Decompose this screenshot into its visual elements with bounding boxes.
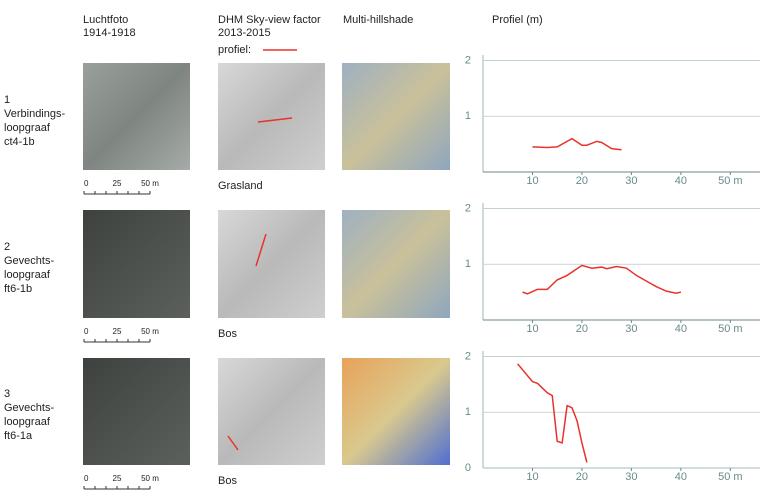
sky-view-image [218, 358, 325, 465]
row-label: loopgraaf [4, 122, 51, 134]
row-label: Gevechts- [4, 255, 54, 267]
row-label: 1 [4, 94, 10, 106]
x-tick-label: 10 [526, 471, 538, 483]
y-tick-label: 0 [465, 462, 471, 474]
aerial-photo [83, 210, 190, 318]
scale-label: 50 m [141, 327, 159, 336]
sky-view-image [218, 63, 325, 170]
scale-label: 50 m [141, 179, 159, 188]
x-tick-label: 20 [576, 175, 588, 187]
y-tick-label: 2 [465, 54, 471, 66]
row-label: 3 [4, 388, 10, 400]
x-tick-label: 50 m [718, 175, 742, 187]
column-header: 1914-1918 [83, 27, 136, 39]
row-label: loopgraaf [4, 416, 51, 428]
images [83, 49, 450, 465]
x-tick-label: 30 [625, 323, 637, 335]
scale-label: 0 [84, 179, 89, 188]
profile-line [532, 137, 622, 151]
scale-label: 0 [84, 474, 89, 483]
x-tick-label: 30 [625, 471, 637, 483]
column-header: Profiel (m) [492, 14, 543, 26]
land-use: Bos [218, 475, 237, 487]
x-tick-label: 40 [675, 323, 687, 335]
profile-line [227, 435, 239, 451]
profile-line [517, 363, 588, 463]
row-label: loopgraaf [4, 269, 51, 281]
profile-line [522, 264, 682, 295]
land-use: Bos [218, 328, 237, 340]
row-label: ft6-1a [4, 430, 33, 442]
y-tick-label: 1 [465, 110, 471, 122]
column-header: DHM Sky-view factor [218, 14, 321, 26]
hillshade-image [342, 63, 450, 170]
scale-label: 50 m [141, 474, 159, 483]
x-tick-label: 50 m [718, 471, 742, 483]
row-label: Gevechts- [4, 402, 54, 414]
aerial-photo [83, 358, 190, 465]
x-tick-label: 50 m [718, 323, 742, 335]
row-label: Verbindings- [4, 108, 65, 120]
hillshade-image [342, 358, 450, 465]
aerial-photo [83, 63, 190, 170]
profile-line [257, 117, 293, 123]
x-tick-label: 20 [576, 471, 588, 483]
x-tick-label: 20 [576, 323, 588, 335]
x-tick-label: 10 [526, 175, 538, 187]
row-label: 2 [4, 241, 10, 253]
row-label: ft6-1b [4, 283, 32, 295]
column-header: Multi-hillshade [343, 14, 413, 26]
legend-label: profiel: [218, 44, 251, 56]
y-tick-label: 1 [465, 406, 471, 418]
scale-label: 25 [113, 179, 122, 188]
y-tick-label: 1 [465, 258, 471, 270]
column-header: 2013-2015 [218, 27, 271, 39]
x-tick-label: 40 [675, 175, 687, 187]
scale-label: 25 [113, 327, 122, 336]
x-tick-label: 40 [675, 471, 687, 483]
sky-view-image [218, 210, 325, 318]
land-use: Grasland [218, 180, 263, 192]
scale-label: 0 [84, 327, 89, 336]
profile-line [255, 233, 267, 267]
scale-label: 25 [113, 474, 122, 483]
x-tick-label: 30 [625, 175, 637, 187]
y-tick-label: 2 [465, 202, 471, 214]
column-header: Luchtfoto [83, 14, 128, 26]
y-tick-label: 2 [465, 350, 471, 362]
x-tick-label: 10 [526, 323, 538, 335]
hillshade-image [342, 210, 450, 318]
row-label: ct4-1b [4, 136, 35, 148]
